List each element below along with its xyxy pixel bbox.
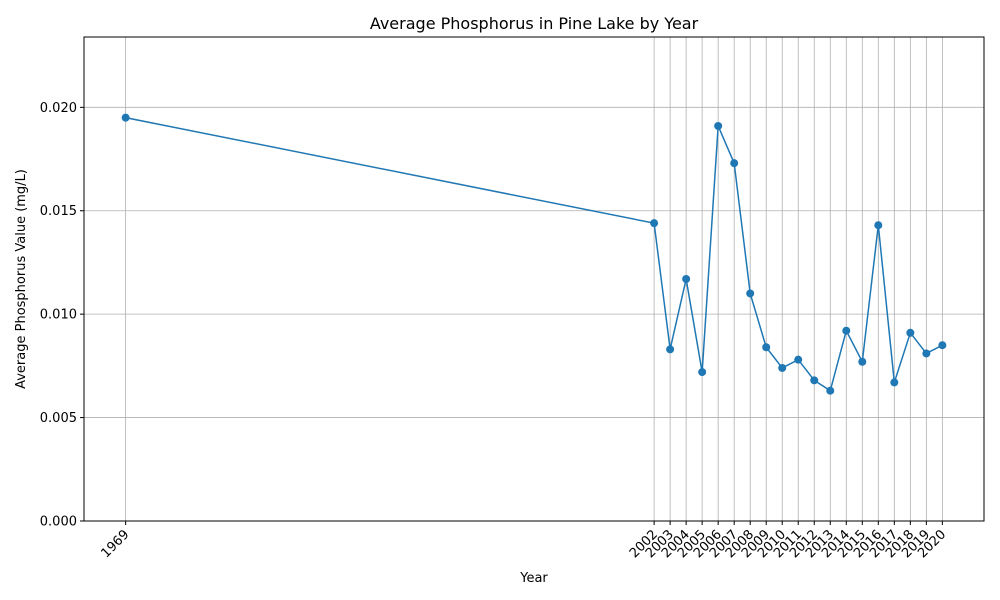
chart-title: Average Phosphorus in Pine Lake by Year [370,14,699,33]
y-tick-label: 0.010 [40,308,77,323]
data-point [762,343,771,352]
data-point [938,341,947,350]
data-point [714,121,723,130]
data-point [810,376,819,385]
data-point [874,221,883,230]
y-tick-label: 0.020 [40,101,77,116]
data-point [906,328,915,337]
y-tick-label: 0.005 [40,411,77,426]
data-point [746,289,755,298]
y-axis-label: Average Phosphorus Value (mg/L) [14,169,29,389]
data-point [682,275,691,283]
data-point [730,159,739,168]
grid-layer [84,37,984,522]
data-point [826,386,835,395]
plot-frame [83,36,985,522]
x-tick-label: 1969 [98,527,132,561]
data-point [922,349,931,358]
x-axis-label: Year [519,571,548,586]
data-point [858,357,867,366]
data-point [890,378,899,387]
series-layer [121,113,947,395]
data-point [666,345,675,354]
data-point [698,368,707,377]
data-point [778,363,787,372]
data-point [650,219,659,228]
data-point [794,355,803,364]
data-point [121,113,130,122]
y-tick-label: 0.015 [40,204,77,219]
phosphorus-series-line [125,116,943,392]
y-tick-label: 0.000 [40,515,77,530]
data-point [842,326,851,335]
